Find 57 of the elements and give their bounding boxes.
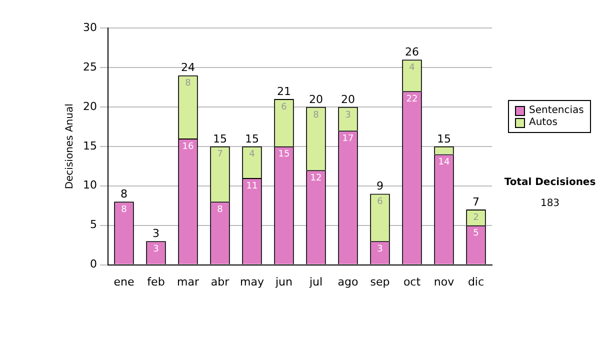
data-label: 8: [121, 204, 128, 215]
data-label: 4: [409, 62, 416, 73]
data-label: 6: [281, 102, 288, 112]
text: Total Decisiones: [503, 176, 597, 190]
data-label: 15: [278, 150, 290, 160]
data-label: 14: [438, 158, 450, 168]
total-label: 3: [152, 226, 160, 240]
x-tick-label: ene: [114, 275, 134, 288]
total-label: 26: [405, 45, 419, 58]
y-tick-label: 25: [82, 60, 97, 74]
x-tick-label: mar: [177, 275, 200, 288]
x-tick-label: abr: [210, 275, 230, 288]
total-label: 15: [245, 132, 259, 146]
total-label: 8: [120, 188, 128, 201]
data-label: 12: [310, 173, 322, 184]
y-tick-label: 5: [90, 218, 97, 232]
data-label: 6: [377, 197, 384, 208]
data-label: 3: [377, 244, 383, 254]
y-tick-label: 15: [82, 139, 97, 152]
x-tick-label: oct: [403, 275, 422, 288]
total-label: 20: [309, 92, 323, 106]
x-tick-label: nov: [434, 275, 455, 288]
data-label: 16: [182, 142, 194, 152]
data-label: 5: [473, 228, 479, 239]
legend-label: Sentencias: [529, 105, 584, 116]
x-tick-label: ago: [338, 275, 358, 288]
total-label: 15: [437, 132, 451, 146]
data-label: 8: [185, 78, 192, 89]
data-label: 17: [342, 134, 354, 144]
legend-label: Autos: [529, 117, 558, 128]
total-label: 9: [376, 180, 384, 193]
x-tick-label: sep: [370, 275, 390, 288]
data-label: 8: [217, 204, 224, 215]
y-tick-label: 10: [82, 178, 97, 192]
x-tick-label: dic: [468, 275, 484, 288]
data-label: 11: [246, 181, 258, 192]
y-tick-label: 0: [90, 258, 97, 271]
data-label: 3: [153, 244, 159, 254]
x-tick-label: feb: [147, 275, 165, 288]
y-axis-title: Decisiones Anual: [64, 104, 76, 190]
total-label: 21: [277, 84, 291, 98]
y-tick-label: 30: [82, 20, 97, 34]
total-label: 15: [213, 132, 227, 146]
total-label: 24: [181, 61, 195, 74]
total-label: 20: [341, 92, 355, 106]
x-tick-label: jun: [274, 275, 293, 288]
text: 183: [539, 197, 561, 211]
data-label: 3: [345, 110, 351, 120]
x-tick-label: jul: [308, 275, 323, 288]
x-tick-label: may: [240, 275, 264, 288]
data-label: 7: [217, 150, 223, 160]
data-label: 22: [406, 94, 418, 104]
total-label: 7: [472, 195, 480, 208]
data-label: 2: [473, 212, 479, 223]
data-label: 8: [313, 110, 320, 120]
data-label: 4: [249, 150, 256, 160]
y-tick-label: 20: [82, 100, 97, 113]
